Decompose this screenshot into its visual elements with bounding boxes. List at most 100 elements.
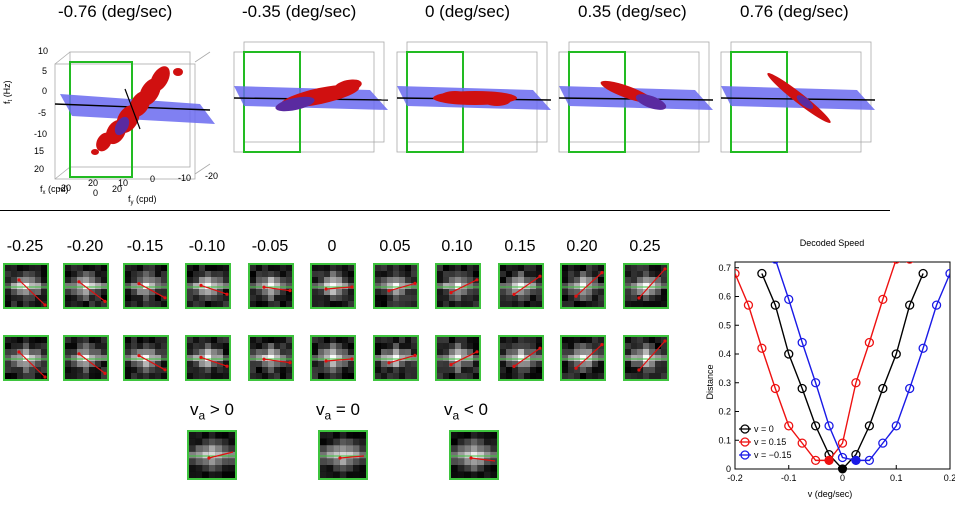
- plot-area: [734, 261, 951, 470]
- data-point: [878, 294, 888, 305]
- col-label: -0.25: [6, 238, 44, 255]
- col-label: 0.05: [379, 238, 411, 255]
- filter-thumbnail: [185, 335, 231, 381]
- data-point: [837, 438, 848, 448]
- col-label: 0.10: [441, 238, 473, 255]
- svg-text:10: 10: [118, 178, 128, 188]
- filter-thumbnail: [435, 335, 481, 381]
- svg-text:0: 0: [42, 86, 47, 96]
- filter-thumbnail: [435, 263, 481, 309]
- col-label: -0.15: [126, 238, 164, 255]
- spectrum-panel-4: [558, 41, 714, 153]
- panel-title-3: 0 (deg/sec): [425, 2, 511, 21]
- y-tick-label: 0.5: [718, 320, 731, 330]
- col-label: 0: [327, 238, 337, 255]
- data-point: [905, 383, 915, 394]
- panel-title-1: -0.76 (deg/sec): [58, 2, 173, 21]
- data-point: [905, 300, 915, 310]
- svg-text:10: 10: [38, 46, 48, 56]
- minimum-marker: [824, 455, 834, 465]
- data-point: [784, 294, 794, 305]
- legend-label: v = 0.15: [754, 437, 786, 447]
- filter-thumbnail: [248, 263, 294, 309]
- y-tick-label: 0.6: [718, 292, 731, 302]
- data-point: [864, 337, 875, 348]
- legend-marker: [740, 450, 750, 460]
- filter-thumbnail: [623, 263, 669, 309]
- data-point: [878, 383, 888, 394]
- svg-text:5: 5: [42, 66, 47, 76]
- y-tick-label: 0.3: [718, 378, 731, 388]
- series-line: [775, 262, 950, 462]
- spectrum-panel-3: [396, 41, 552, 153]
- data-point: [891, 421, 901, 431]
- svg-text:-10: -10: [34, 129, 47, 139]
- data-point: [797, 438, 807, 448]
- col-label: -0.05: [251, 238, 289, 255]
- data-point: [864, 455, 875, 466]
- data-point: [837, 452, 848, 463]
- panel-title-4: 0.35 (deg/sec): [578, 2, 687, 21]
- col-label: -0.10: [188, 238, 226, 255]
- y-tick-label: 0.2: [718, 407, 731, 417]
- data-point: [797, 337, 807, 348]
- minimum-marker: [851, 455, 861, 465]
- minimum-marker: [838, 464, 847, 474]
- data-point: [891, 349, 901, 359]
- spectrum-panel-2: [233, 41, 389, 153]
- data-point: [757, 268, 767, 279]
- filter-thumbnail: [373, 263, 419, 309]
- series-line: [761, 273, 924, 469]
- x-tick-label: -0.2: [727, 473, 743, 483]
- spectrum-panel-5: [720, 41, 876, 153]
- data-point: [892, 262, 900, 264]
- y-tick-label: 0.4: [718, 349, 731, 359]
- legend-label: v = −0.15: [754, 450, 792, 460]
- filter-thumbnail: [123, 263, 169, 309]
- x-axis-label: v (deg/sec): [808, 489, 853, 499]
- data-point: [743, 300, 754, 310]
- svg-text:20: 20: [34, 164, 44, 174]
- filter-thumbnail: [248, 335, 294, 381]
- data-point: [945, 268, 950, 279]
- x-tick-label: -0.1: [781, 473, 797, 483]
- legend-label: v = 0: [754, 424, 774, 434]
- filter-thumbnail: [498, 335, 544, 381]
- decoded-speed-chart: Decoded Speed -0.2 -0.1 0 0.1 0.2 0 0.1 0.2 0.3 0…: [705, 238, 955, 499]
- y-tick-label: 0.7: [718, 263, 731, 273]
- va-label-negative: va < 0: [444, 400, 489, 423]
- section-divider: [0, 210, 890, 211]
- panel-title-2: -0.35 (deg/sec): [242, 2, 357, 21]
- data-point: [864, 421, 875, 431]
- average-thumbnail: [449, 430, 499, 480]
- filter-thumbnail: [63, 335, 109, 381]
- svg-text:-5: -5: [38, 108, 46, 118]
- col-label: 0.15: [504, 238, 536, 255]
- data-point: [878, 438, 888, 448]
- x-tick-label: 0.2: [944, 473, 955, 483]
- legend-marker: [740, 437, 750, 447]
- data-point: [797, 383, 807, 394]
- filter-thumbnail: [3, 335, 49, 381]
- y-tick-label: 0: [726, 464, 731, 474]
- svg-text:0: 0: [150, 174, 155, 184]
- svg-text:ft (Hz): ft (Hz): [2, 80, 14, 104]
- data-point: [810, 378, 821, 388]
- legend-marker: [740, 424, 750, 434]
- series-line: [735, 262, 897, 462]
- x-tick-label: 0.1: [890, 473, 903, 483]
- data-point: [771, 262, 779, 264]
- filter-thumbnail: [373, 335, 419, 381]
- filter-thumbnail: [310, 335, 356, 381]
- data-point: [784, 349, 794, 359]
- y-axis-label: Distance: [705, 364, 715, 399]
- data-point: [757, 343, 767, 353]
- filter-thumbnail: [560, 263, 606, 309]
- data-point: [784, 421, 794, 431]
- data-point: [931, 300, 942, 310]
- data-point: [918, 268, 928, 279]
- data-point: [810, 421, 821, 431]
- svg-text:-20: -20: [58, 183, 71, 193]
- svg-text:fx (cpd): fx (cpd): [40, 184, 69, 196]
